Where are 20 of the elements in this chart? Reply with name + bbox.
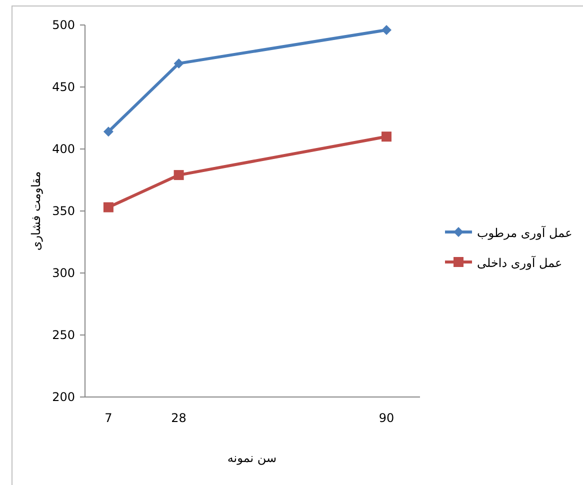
x-axis-title: سن نمونه (227, 451, 277, 465)
y-axis-title: مقاومت فشاری (29, 171, 43, 251)
legend-label: عمل آوری مرطوب (477, 225, 572, 240)
y-tick-label: 400 (52, 142, 75, 156)
point (103, 126, 114, 137)
point (382, 24, 392, 35)
y-tick-label: 500 (52, 18, 75, 32)
y-tick-label: 350 (52, 204, 75, 218)
y-tick-label: 300 (52, 266, 75, 280)
point (382, 132, 392, 142)
x-tick-label: 28 (171, 411, 186, 425)
x-tick-label: 90 (378, 411, 394, 425)
y-tick-label: 450 (52, 80, 75, 94)
legend-label: عمل آوری داخلی (477, 255, 562, 270)
point (174, 58, 184, 68)
y-tick-label: 200 (52, 390, 75, 404)
point (174, 170, 184, 180)
point (103, 202, 114, 212)
x-tick-label: 7 (104, 411, 112, 425)
y-tick-label: 250 (52, 328, 75, 342)
